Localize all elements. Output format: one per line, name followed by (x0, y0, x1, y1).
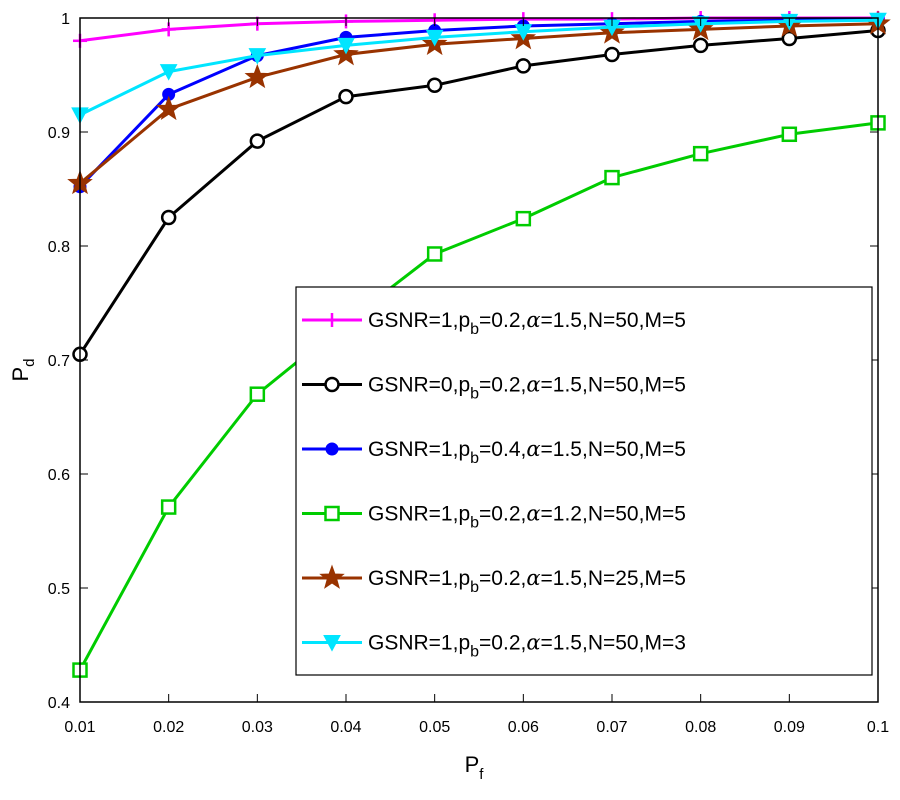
legend-marker (323, 635, 341, 652)
legend-label: GSNR=1,pb=0.2,α=1.5,N=50,M=5 (368, 308, 686, 338)
series-layer (67, 10, 891, 678)
data-point (426, 77, 443, 94)
series-line (78, 121, 879, 671)
data-point (425, 29, 444, 47)
y-axis-label: Pd (8, 358, 38, 381)
series-line (79, 22, 879, 185)
legend-item: GSNR=1,pb=0.2,α=1.5,N=50,M=3 (302, 631, 686, 661)
data-point (160, 209, 177, 226)
series-line (78, 17, 879, 188)
data-point (338, 88, 354, 105)
y-tick-label: 0.6 (48, 467, 70, 484)
series-1 (72, 22, 886, 363)
legend-label: GSNR=1,pb=0.2,α=1.5,N=50,M=3 (368, 631, 686, 661)
x-tick-label: 0.02 (153, 719, 184, 736)
legend-box (295, 286, 873, 676)
legend-item: GSNR=0,pb=0.2,α=1.5,N=50,M=5 (302, 373, 686, 403)
legend-marker (319, 564, 345, 589)
series-line (78, 29, 879, 356)
y-tick-label: 0.9 (48, 125, 70, 142)
data-point (249, 133, 266, 149)
legend-label: GSNR=1,pb=0.2,α=1.2,N=50,M=5 (368, 502, 686, 532)
data-point (248, 48, 267, 65)
y-tick-label: 0.7 (48, 353, 70, 370)
legend-item: GSNR=1,pb=0.2,α=1.5,N=50,M=5 (302, 308, 686, 338)
data-point (337, 37, 355, 55)
data-point (160, 499, 177, 515)
legend-label: GSNR=1,pb=0.2,α=1.5,N=25,M=5 (368, 566, 686, 596)
data-point (515, 210, 532, 227)
data-point (781, 126, 798, 143)
data-point (159, 64, 178, 81)
data-point (244, 63, 271, 89)
data-point (692, 145, 709, 162)
series-line (79, 18, 879, 117)
x-tick-label: 0.03 (242, 719, 273, 736)
ticks-layer: 0.01 0.02 0.03 0.04 0.05 0.06 0.07 0.08 0.09 0.1 0… (48, 11, 889, 736)
legend-item: GSNR=1,pb=0.2,α=1.5,N=25,M=5 (302, 564, 686, 596)
legend: GSNR=1,pb=0.2,α=1.5,N=50,M=5 GSNR=0,pb=0.… (295, 286, 873, 676)
data-point (781, 30, 798, 47)
legend-item: GSNR=1,pb=0.2,α=1.2,N=50,M=5 (302, 502, 686, 532)
legend-label: GSNR=1,pb=0.4,α=1.5,N=50,M=5 (368, 437, 686, 467)
data-point (426, 246, 443, 262)
legend-marker (325, 313, 339, 327)
y-tick-label: 0.8 (48, 239, 70, 256)
x-tick-label: 0.06 (508, 719, 539, 736)
legend-marker (324, 376, 340, 393)
data-point (604, 46, 620, 63)
data-point (155, 95, 182, 121)
x-tick-label: 0.04 (330, 719, 361, 736)
data-point (692, 37, 709, 54)
legend-label: GSNR=0,pb=0.2,α=1.5,N=50,M=5 (368, 373, 686, 403)
y-tick-label: 1 (61, 11, 70, 28)
x-tick-label: 0.09 (774, 719, 805, 736)
x-tick-label: 0.05 (419, 719, 450, 736)
x-tick-label: 0.07 (596, 719, 627, 736)
legend-marker (324, 505, 340, 522)
y-tick-label: 0.5 (48, 581, 70, 598)
legend-marker (325, 442, 339, 456)
x-tick-label: 0.08 (685, 719, 716, 736)
y-tick-label: 0.4 (48, 695, 70, 712)
x-tick-label: 0.01 (64, 719, 95, 736)
data-point (249, 386, 266, 402)
x-axis-label: Pf (465, 752, 485, 783)
legend-item: GSNR=1,pb=0.4,α=1.5,N=50,M=5 (302, 437, 686, 467)
data-point (515, 58, 532, 74)
x-tick-label: 0.1 (867, 719, 889, 736)
data-point (604, 169, 620, 186)
